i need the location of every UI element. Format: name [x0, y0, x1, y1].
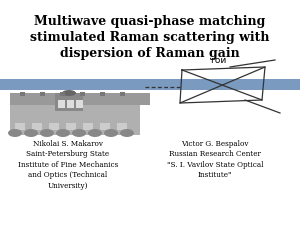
Bar [100, 92, 105, 96]
Bar [60, 92, 65, 96]
Ellipse shape [56, 129, 70, 137]
Bar [83, 93, 150, 105]
Bar [58, 100, 65, 108]
Ellipse shape [62, 90, 76, 96]
Bar [20, 92, 25, 96]
Ellipse shape [8, 129, 22, 137]
Bar [32, 123, 42, 130]
Text: Multiwave quasi-phase matching
stimulated Raman scattering with
dispersion of Ra: Multiwave quasi-phase matching stimulate… [30, 15, 270, 60]
Ellipse shape [72, 129, 86, 137]
Bar [80, 92, 85, 96]
Text: гои: гои [210, 56, 226, 65]
Text: Nikolai S. Makarov
Saint-Petersburg State
Institute of Fine Mechanics
and Optics: Nikolai S. Makarov Saint-Petersburg Stat… [18, 140, 118, 190]
Ellipse shape [104, 129, 118, 137]
Bar [100, 123, 110, 130]
Ellipse shape [40, 129, 54, 137]
Bar [120, 92, 125, 96]
Bar [67, 100, 74, 108]
Bar [83, 123, 93, 130]
Bar [49, 123, 59, 130]
Bar [10, 93, 55, 105]
Bar [15, 123, 25, 130]
Bar [66, 123, 76, 130]
Text: Victor G. Bespalov
Russian Research Center
"S. I. Vavilov State Optical
Institut: Victor G. Bespalov Russian Research Cent… [167, 140, 263, 179]
Bar [40, 92, 45, 96]
Bar [55, 93, 83, 111]
Ellipse shape [24, 129, 38, 137]
Bar [76, 100, 83, 108]
Ellipse shape [120, 129, 134, 137]
Bar [117, 123, 127, 130]
Bar [0, 79, 300, 90]
Ellipse shape [88, 129, 102, 137]
Bar [10, 93, 140, 135]
